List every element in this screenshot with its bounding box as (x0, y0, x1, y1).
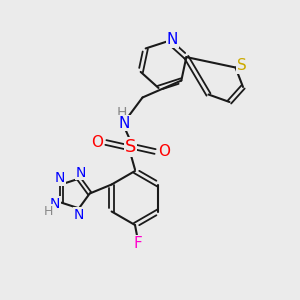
Text: H: H (43, 205, 53, 218)
Text: N: N (75, 166, 85, 180)
Text: F: F (134, 236, 142, 251)
Text: S: S (125, 138, 136, 156)
Text: N: N (74, 208, 84, 222)
Text: N: N (167, 32, 178, 47)
Text: N: N (50, 197, 60, 211)
Text: N: N (119, 116, 130, 130)
Text: O: O (91, 135, 103, 150)
Text: N: N (55, 171, 65, 185)
Text: O: O (158, 144, 170, 159)
Text: H: H (116, 106, 127, 120)
Text: S: S (237, 58, 247, 74)
